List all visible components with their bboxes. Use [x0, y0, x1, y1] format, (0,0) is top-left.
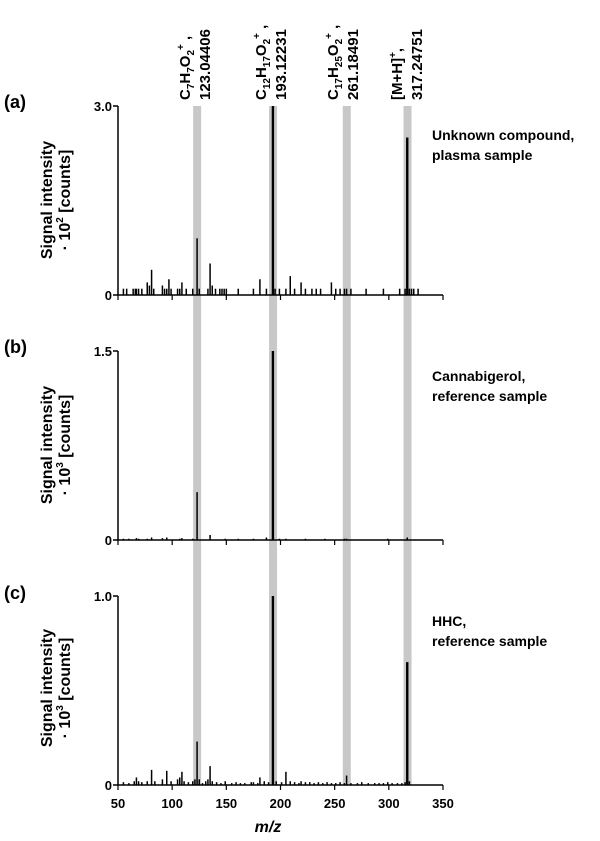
svg-text:Signal intensity: Signal intensity	[39, 386, 56, 504]
panel-a-axes	[113, 105, 444, 300]
fragment-mass-4: 317.24751	[409, 29, 426, 100]
panel-c-sample-line1: HHC,	[432, 613, 466, 629]
panel-b: (b) Signal intensity · 103 [counts] 1.5 …	[4, 337, 547, 548]
panel-b-axes	[113, 350, 444, 545]
x-tick-label-100: 100	[161, 796, 183, 811]
svg-text:Signal intensity: Signal intensity	[39, 629, 56, 747]
fragment-label-4: [M+H]+, 317.24751	[388, 29, 426, 100]
x-tick-label-300: 300	[378, 796, 400, 811]
x-tick-label-50: 50	[111, 796, 125, 811]
panel-c-sample-line2: reference sample	[432, 633, 547, 649]
x-tick-label-150: 150	[215, 796, 237, 811]
panel-b-sample-line1: Cannabigerol,	[432, 368, 525, 384]
svg-text:Signal intensity: Signal intensity	[39, 141, 56, 259]
svg-text:C17H25O2+ ,: C17H25O2+ ,	[324, 25, 345, 100]
panel-a-ylabel: Signal intensity · 102 [counts]	[39, 141, 74, 259]
svg-text:C12H17O2+ ,: C12H17O2+ ,	[252, 25, 273, 100]
x-axis-label: m/z	[255, 819, 282, 836]
panel-c-ylabel: Signal intensity · 103 [counts]	[39, 629, 74, 747]
panel-b-sample-line2: reference sample	[432, 388, 547, 404]
panel-a: (a) Signal intensity · 102 [counts] 3.0 …	[4, 92, 574, 303]
highlight-band-1	[193, 106, 202, 785]
fragment-label-1: C7H7O2+ , 123.04406	[176, 29, 214, 100]
fragment-label-2: C12H17O2+ , 193.12231	[252, 25, 290, 100]
panel-a-ytick-top: 3.0	[94, 99, 112, 114]
x-tick-label-250: 250	[324, 796, 346, 811]
x-tick-label-200: 200	[270, 796, 292, 811]
svg-text:· 103 [counts]: · 103 [counts]	[55, 395, 74, 496]
panel-a-sample-line2: plasma sample	[432, 147, 533, 163]
x-axis-tick-labels: 50 100 150 200 250 300 350	[111, 796, 454, 811]
fragment-highlight-bands	[193, 106, 412, 785]
svg-text:· 103 [counts]: · 103 [counts]	[55, 638, 74, 739]
x-tick-label-350: 350	[432, 796, 454, 811]
svg-text:[M+H]+,: [M+H]+,	[388, 48, 406, 100]
highlight-band-3	[342, 106, 351, 785]
panel-c: (c) Signal intensity · 103 [counts] 1.0 …	[4, 583, 547, 793]
panel-a-sample-line1: Unknown compound,	[432, 127, 574, 143]
panel-b-ytick-zero: 0	[105, 533, 112, 548]
panel-c-axes	[113, 595, 444, 790]
panel-a-peaks	[122, 106, 419, 295]
fragment-mass-1: 123.04406	[197, 29, 214, 100]
panel-c-ytick-zero: 0	[105, 778, 112, 793]
panel-b-ytick-top: 1.5	[94, 344, 112, 359]
panel-b-label: (b)	[4, 337, 27, 357]
fragment-mass-3: 261.18491	[345, 29, 362, 100]
panel-c-peaks	[122, 596, 411, 785]
highlight-band-4	[403, 106, 412, 785]
panel-a-label: (a)	[4, 92, 26, 112]
fragment-label-3: C17H25O2+ , 261.18491	[324, 25, 362, 100]
panel-a-ytick-zero: 0	[105, 288, 112, 303]
svg-text:· 102 [counts]: · 102 [counts]	[55, 150, 74, 251]
panel-b-peaks	[122, 351, 408, 540]
fragment-mass-2: 193.12231	[273, 29, 290, 100]
panel-b-ylabel: Signal intensity · 103 [counts]	[39, 386, 74, 504]
svg-text:C7H7O2+ ,: C7H7O2+ ,	[176, 36, 197, 100]
panel-c-ytick-top: 1.0	[94, 589, 112, 604]
panel-c-label: (c)	[4, 583, 26, 603]
